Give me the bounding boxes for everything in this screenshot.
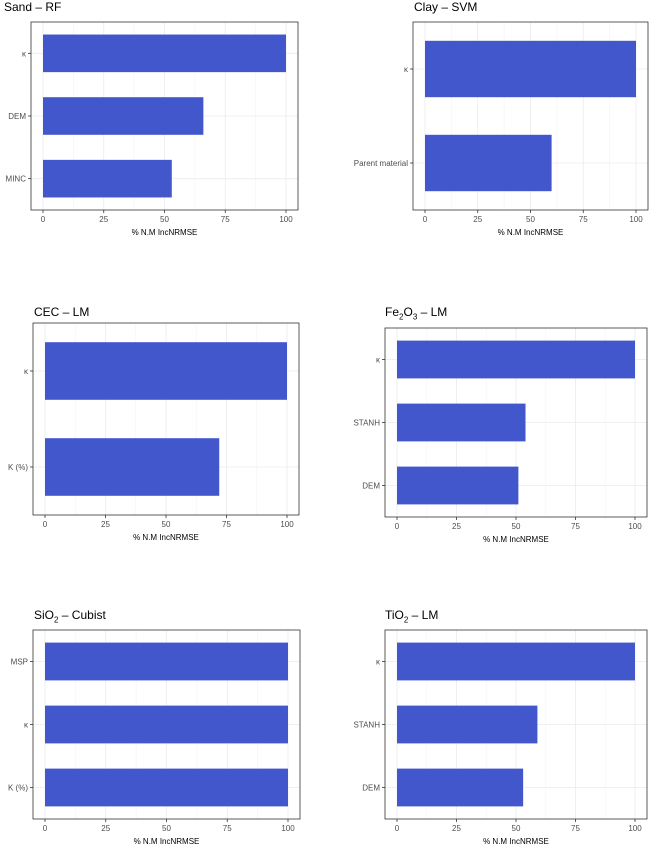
y-tick-label: MINC — [6, 175, 27, 184]
x-tick-label: 0 — [423, 215, 428, 224]
bar — [43, 34, 286, 73]
chart-title: SiO2 – Cubist — [34, 608, 106, 624]
chart-title: Clay – SVM — [414, 0, 478, 14]
bar — [43, 97, 204, 135]
x-tick-label: 0 — [395, 522, 400, 531]
bar — [45, 768, 288, 807]
chart-title: TiO2 – LM — [385, 608, 438, 624]
y-tick-label: MSP — [11, 658, 28, 667]
y-tick-label: STANH — [353, 721, 380, 730]
title-text: – Cubist — [58, 608, 106, 622]
chart-plot: κ Parent material 0 25 50 75 100 % N.M IncNRMSE — [354, 21, 649, 237]
x-tick-label: 50 — [162, 824, 171, 833]
x-tick-label: 75 — [579, 215, 588, 224]
chart-plot: κ K (%) 0 25 50 75 100 % N.M IncNRMSE — [8, 322, 300, 542]
x-tick-label: 75 — [222, 520, 231, 529]
y-tick-label: Parent material — [354, 159, 408, 168]
chart-title: CEC – LM — [34, 305, 90, 319]
y-tick-label: STANH — [353, 419, 380, 428]
title-text: Fe — [385, 305, 400, 319]
x-tick-label: 100 — [280, 520, 294, 529]
x-tick-label: 0 — [41, 215, 46, 224]
bar — [425, 134, 552, 192]
title-subscript: 2 — [54, 615, 59, 625]
bar — [397, 403, 526, 442]
y-tick-label: K (%) — [8, 784, 28, 793]
y-tick-label: K (%) — [8, 463, 28, 472]
bar — [397, 768, 524, 807]
bar — [45, 705, 288, 744]
x-tick-label: 25 — [101, 520, 110, 529]
chart-panel-clay-svm: Clay – SVM κ Parent material 0 25 50 75 100 % N… — [343, 0, 654, 250]
x-tick-label: 100 — [279, 215, 293, 224]
x-tick-label: 0 — [43, 520, 48, 529]
x-tick-label: 75 — [571, 824, 580, 833]
x-axis-label: % N.M IncNRMSE — [483, 535, 549, 544]
x-axis-label: % N.M IncNRMSE — [133, 533, 199, 542]
y-tick-label: DEM — [362, 784, 380, 793]
chart-panel-sio2-cubist: SiO2 – Cubist MSP κ K (%) 0 25 50 75 100 % N.M I… — [0, 608, 310, 850]
title-subscript: 3 — [412, 312, 418, 322]
bar — [397, 705, 538, 744]
x-axis-label: % N.M IncNRMSE — [134, 837, 200, 846]
x-tick-label: 50 — [160, 215, 169, 224]
x-tick-label: 0 — [43, 824, 48, 833]
chart-panel-fe2o3-lm: Fe2O3 – LM κ STANH DEM 0 25 50 75 100 % N.M IncN… — [343, 305, 654, 555]
x-tick-label: 50 — [512, 824, 521, 833]
chart-title: Fe2O3 – LM — [385, 305, 447, 321]
x-tick-label: 100 — [628, 824, 642, 833]
x-tick-label: 25 — [99, 215, 108, 224]
x-tick-label: 0 — [395, 824, 400, 833]
chart-panel-sand-rf: Sand – RF κ DEM MINC 0 25 50 75 100 % N.M IncNRM… — [0, 0, 310, 250]
y-tick-label: κ — [376, 356, 381, 365]
x-tick-label: 25 — [473, 215, 482, 224]
x-tick-label: 25 — [452, 522, 461, 531]
y-tick-label: κ — [404, 65, 409, 74]
chart-panel-cec-lm: CEC – LM κ K (%) 0 25 50 75 100 % N.M IncNRMSE — [0, 305, 310, 555]
y-tick-label: κ — [376, 658, 381, 667]
title-subscript: 2 — [399, 312, 404, 322]
y-tick-label: DEM — [362, 482, 380, 491]
x-tick-label: 50 — [512, 522, 521, 531]
title-text: SiO — [34, 608, 55, 622]
x-tick-label: 50 — [526, 215, 535, 224]
x-tick-label: 100 — [629, 215, 643, 224]
chart-plot: MSP κ K (%) 0 25 50 75 100 % N.M IncNRMSE — [8, 629, 301, 846]
bar — [425, 40, 636, 98]
chart-title: Sand – RF — [4, 0, 62, 14]
x-tick-label: 75 — [221, 215, 230, 224]
x-tick-label: 100 — [281, 824, 295, 833]
title-text: O — [403, 305, 413, 319]
title-subscript: 2 — [403, 615, 409, 625]
x-axis-label: % N.M IncNRMSE — [132, 228, 198, 237]
bar — [43, 159, 172, 198]
x-tick-label: 100 — [628, 522, 642, 531]
chart-plot: κ DEM MINC 0 25 50 75 100 % N.M IncNRMSE — [6, 21, 299, 237]
bar — [397, 642, 635, 681]
x-axis-label: % N.M IncNRMSE — [498, 228, 564, 237]
y-tick-label: κ — [24, 367, 29, 376]
x-tick-label: 75 — [223, 824, 232, 833]
title-text: TiO — [385, 608, 404, 622]
title-text: – LM — [408, 608, 439, 622]
y-tick-label: κ — [22, 49, 27, 58]
title-text: – LM — [417, 305, 448, 319]
x-tick-label: 25 — [101, 824, 110, 833]
x-axis-label: % N.M IncNRMSE — [483, 837, 549, 846]
bar — [45, 642, 288, 681]
chart-plot: κ STANH DEM 0 25 50 75 100 % N.M IncNRMSE — [353, 327, 648, 544]
y-tick-label: DEM — [8, 112, 26, 121]
x-tick-label: 25 — [452, 824, 461, 833]
bar — [45, 342, 287, 400]
x-tick-label: 50 — [162, 520, 171, 529]
bar — [397, 466, 519, 505]
chart-panel-tio2-lm: TiO2 – LM κ STANH DEM 0 25 50 75 100 % N.M IncNR… — [343, 608, 654, 850]
y-tick-label: κ — [24, 721, 29, 730]
chart-plot: κ STANH DEM 0 25 50 75 100 % N.M IncNRMSE — [353, 629, 648, 846]
bar — [45, 438, 220, 496]
bar — [397, 340, 635, 379]
x-tick-label: 75 — [571, 522, 580, 531]
